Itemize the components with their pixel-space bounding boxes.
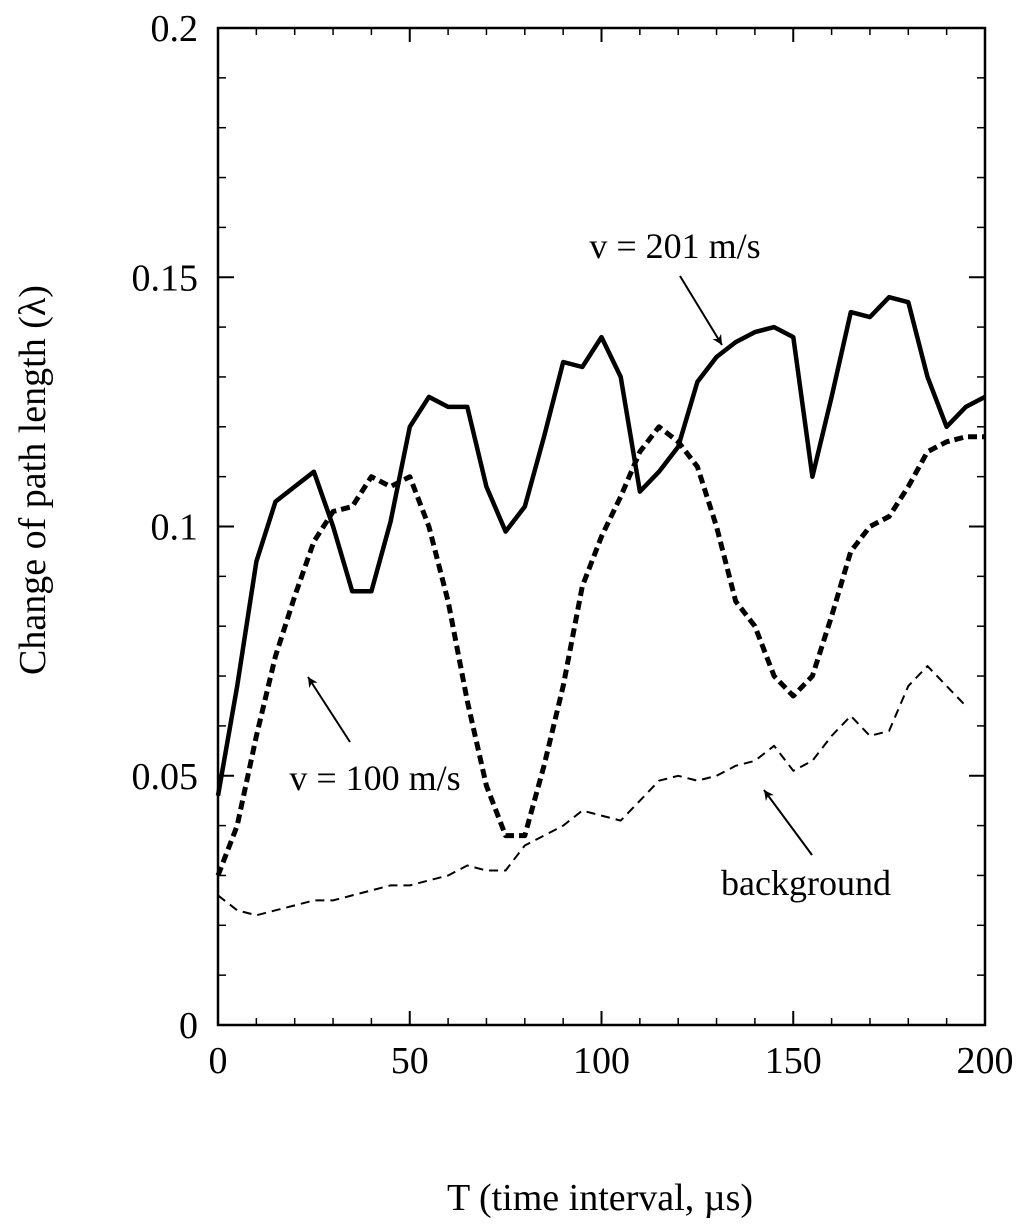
annotation-label-2: background xyxy=(721,863,891,903)
x-tick-label: 100 xyxy=(573,1040,630,1082)
x-tick-label: 150 xyxy=(765,1040,822,1082)
x-tick-label: 0 xyxy=(209,1040,228,1082)
y-axis-label: Change of path length (λ) xyxy=(12,285,54,675)
series-line-1 xyxy=(215,424,985,877)
series-line-0 xyxy=(215,294,987,797)
x-axis-label: T (time interval, µs) xyxy=(447,1177,753,1219)
y-axis-ticks: 0 0.05 0.1 0.15 0.2 xyxy=(132,8,985,1047)
annotation-label-1: v = 100 m/s xyxy=(289,758,460,798)
annotation-label-0: v = 201 m/s xyxy=(589,226,760,266)
x-tick-label: 200 xyxy=(957,1040,1014,1082)
y-tick-label: 0.2 xyxy=(151,8,199,50)
x-tick-label: 50 xyxy=(391,1040,429,1082)
y-tick-label: 0.15 xyxy=(132,257,199,299)
annotation-arrow-0 xyxy=(679,275,723,346)
x-axis-ticks: 0 50 100 150 200 xyxy=(209,28,1014,1082)
annotation-arrow-1 xyxy=(307,676,351,743)
annotation-layer: v = 201 m/s v = 100 m/s background xyxy=(289,226,891,903)
y-tick-label: 0 xyxy=(179,1005,198,1047)
series-line-2 xyxy=(217,665,967,917)
y-tick-label: 0.05 xyxy=(132,756,199,798)
annotation-arrow-2 xyxy=(763,789,813,856)
series-layer xyxy=(215,294,987,917)
y-tick-label: 0.1 xyxy=(151,507,199,549)
